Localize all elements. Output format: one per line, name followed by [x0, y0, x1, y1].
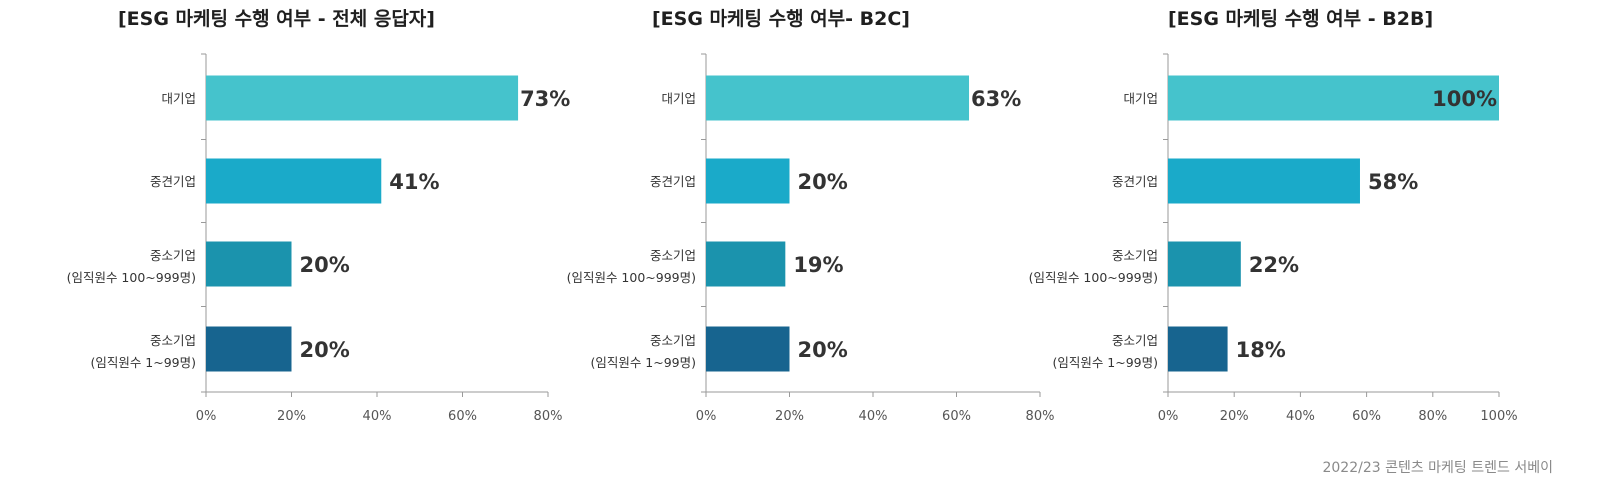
x-tick-label: 0% [696, 409, 717, 424]
bar [1168, 75, 1499, 121]
x-tick-label: 20% [1220, 409, 1249, 424]
x-tick-label: 40% [1286, 409, 1315, 424]
category-label-line: 중소기업 [1112, 248, 1158, 263]
bar [706, 158, 790, 204]
category-label: 중견기업 [1112, 174, 1158, 189]
chart-panel-3: [ESG 마케팅 수행 여부 - B2B] 0% 20% 40% 60% 80% 100% 대… [1029, 8, 1518, 424]
bar [1168, 326, 1228, 372]
data-label: 19% [793, 253, 843, 277]
category-label-line: (임직원수 1~99명) [1052, 355, 1158, 370]
data-label: 63% [971, 87, 1021, 111]
category-label-line: 중소기업 [650, 248, 696, 263]
bar [206, 326, 292, 372]
data-label: 41% [389, 170, 439, 194]
bar [706, 326, 790, 372]
category-label: 중견기업 [150, 174, 196, 189]
data-label: 20% [798, 338, 848, 362]
x-tick-label: 80% [1026, 409, 1055, 424]
chart-title: [ESG 마케팅 수행 여부 - B2B] [1168, 8, 1433, 30]
category-label-line: (임직원수 100~999명) [1029, 270, 1158, 285]
chart-panel-2: [ESG 마케팅 수행 여부- B2C] 0% 20% 40% 60% 80% 대기업 63%… [567, 8, 1055, 424]
category-label: 중소기업 (임직원수 100~999명) [567, 248, 696, 285]
x-tick-label: 100% [1480, 409, 1517, 424]
category-label: 중소기업 (임직원수 1~99명) [590, 333, 696, 370]
x-tick-label: 20% [277, 409, 306, 424]
category-label: 중소기업 (임직원수 1~99명) [1052, 333, 1158, 370]
x-tick-label: 0% [1158, 409, 1179, 424]
x-tick-label: 0% [196, 409, 217, 424]
category-label-line: (임직원수 1~99명) [590, 355, 696, 370]
x-tick-label: 60% [448, 409, 477, 424]
data-label: 20% [300, 253, 350, 277]
category-label: 대기업 [1123, 91, 1158, 106]
bar [706, 241, 786, 287]
x-tick-label: 60% [942, 409, 971, 424]
source-note: 2022/23 콘텐츠 마케팅 트렌드 서베이 [1322, 460, 1553, 476]
data-label: 58% [1368, 170, 1418, 194]
chart-title: [ESG 마케팅 수행 여부- B2C] [652, 8, 910, 30]
category-label: 중소기업 (임직원수 100~999명) [1029, 248, 1158, 285]
category-label: 중견기업 [650, 174, 696, 189]
bar [206, 158, 382, 204]
data-label: 22% [1249, 253, 1299, 277]
bar [706, 75, 970, 121]
data-label: 20% [300, 338, 350, 362]
category-label-line: (임직원수 100~999명) [567, 270, 696, 285]
category-label-line: 중소기업 [150, 248, 196, 263]
category-label-line: 중소기업 [150, 333, 196, 348]
category-label: 대기업 [661, 91, 696, 106]
bar [1168, 241, 1241, 287]
category-label: 대기업 [161, 91, 196, 106]
bar [1168, 158, 1360, 204]
category-label: 중소기업 (임직원수 100~999명) [67, 248, 196, 285]
chart-panel-1: [ESG 마케팅 수행 여부 - 전체 응답자] 0% 20% 40% 60% 80% 대기… [67, 8, 571, 424]
x-tick-label: 80% [1418, 409, 1447, 424]
x-tick-label: 40% [363, 409, 392, 424]
x-tick-label: 80% [534, 409, 563, 424]
category-label-line: 중소기업 [1112, 333, 1158, 348]
data-label: 100% [1432, 87, 1497, 111]
x-tick-label: 20% [775, 409, 804, 424]
category-label: 중소기업 (임직원수 1~99명) [90, 333, 196, 370]
chart-title: [ESG 마케팅 수행 여부 - 전체 응답자] [118, 8, 435, 30]
data-label: 20% [798, 170, 848, 194]
data-label: 18% [1236, 338, 1286, 362]
category-label-line: 중소기업 [650, 333, 696, 348]
category-label-line: (임직원수 1~99명) [90, 355, 196, 370]
data-label: 73% [520, 87, 570, 111]
bar [206, 75, 519, 121]
x-tick-label: 60% [1352, 409, 1381, 424]
bar [206, 241, 292, 287]
category-label-line: (임직원수 100~999명) [67, 270, 196, 285]
x-tick-label: 40% [859, 409, 888, 424]
